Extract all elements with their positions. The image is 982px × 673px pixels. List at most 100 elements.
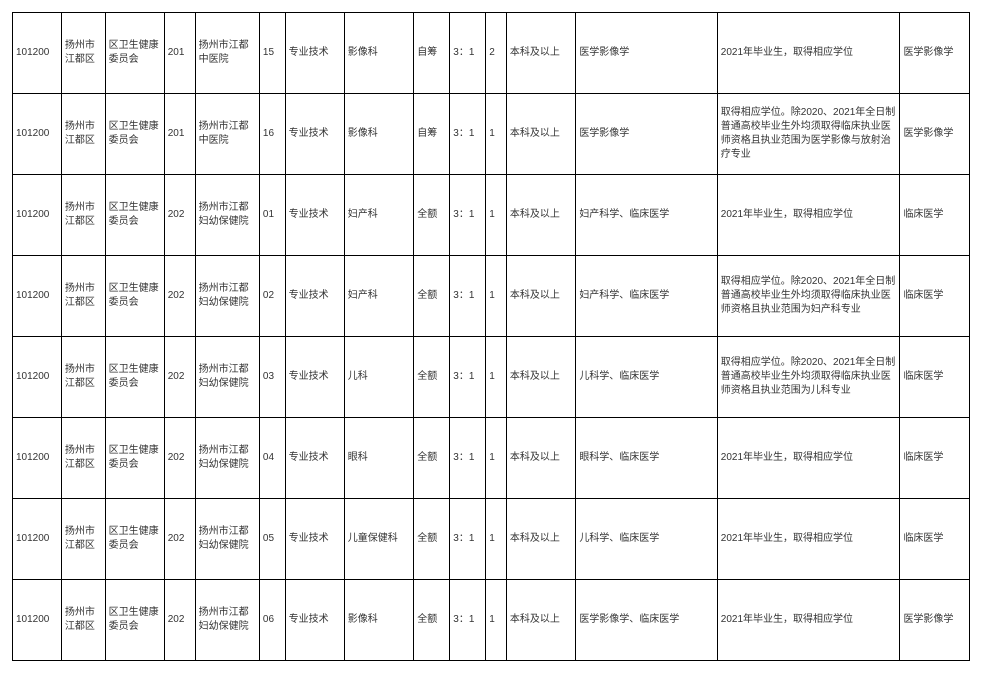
cell-dept: 区卫生健康委员会 — [105, 256, 164, 337]
cell-major: 医学影像学 — [576, 94, 717, 175]
cell-dept: 区卫生健康委员会 — [105, 94, 164, 175]
cell-unit_code: 202 — [164, 418, 195, 499]
cell-ratio: 3：1 — [450, 499, 486, 580]
cell-code: 101200 — [13, 175, 62, 256]
cell-edu: 本科及以上 — [506, 499, 575, 580]
table-row: 101200扬州市江都区区卫生健康委员会202扬州市江都妇幼保健院03专业技术儿… — [13, 337, 970, 418]
cell-cat: 医学影像学 — [900, 580, 970, 661]
cell-edu: 本科及以上 — [506, 256, 575, 337]
cell-major: 医学影像学、临床医学 — [576, 580, 717, 661]
recruitment-table: 101200扬州市江都区区卫生健康委员会201扬州市江都中医院15专业技术影像科… — [12, 12, 970, 661]
cell-code: 101200 — [13, 256, 62, 337]
cell-subject: 影像科 — [344, 13, 413, 94]
cell-code: 101200 — [13, 94, 62, 175]
cell-major: 眼科学、临床医学 — [576, 418, 717, 499]
cell-edu: 本科及以上 — [506, 94, 575, 175]
cell-dept: 区卫生健康委员会 — [105, 13, 164, 94]
cell-cat: 临床医学 — [900, 337, 970, 418]
cell-major: 儿科学、临床医学 — [576, 337, 717, 418]
cell-pos_code: 05 — [259, 499, 285, 580]
cell-pos_code: 02 — [259, 256, 285, 337]
cell-req: 2021年毕业生，取得相应学位 — [717, 499, 900, 580]
cell-pos_type: 专业技术 — [285, 256, 344, 337]
cell-count: 1 — [486, 418, 507, 499]
cell-unit_code: 202 — [164, 580, 195, 661]
cell-dept: 区卫生健康委员会 — [105, 580, 164, 661]
cell-ratio: 3：1 — [450, 337, 486, 418]
cell-dept: 区卫生健康委员会 — [105, 499, 164, 580]
cell-count: 1 — [486, 94, 507, 175]
cell-code: 101200 — [13, 13, 62, 94]
cell-major: 儿科学、临床医学 — [576, 499, 717, 580]
cell-city: 扬州市江都区 — [61, 256, 105, 337]
cell-subject: 儿童保健科 — [344, 499, 413, 580]
cell-code: 101200 — [13, 418, 62, 499]
cell-ratio: 3：1 — [450, 94, 486, 175]
cell-req: 2021年毕业生，取得相应学位 — [717, 13, 900, 94]
cell-unit: 扬州市江都妇幼保健院 — [195, 580, 259, 661]
cell-fund: 全额 — [414, 580, 450, 661]
cell-unit_code: 202 — [164, 337, 195, 418]
cell-cat: 临床医学 — [900, 499, 970, 580]
cell-edu: 本科及以上 — [506, 337, 575, 418]
cell-fund: 自筹 — [414, 13, 450, 94]
cell-city: 扬州市江都区 — [61, 580, 105, 661]
cell-unit_code: 201 — [164, 94, 195, 175]
cell-ratio: 3：1 — [450, 256, 486, 337]
cell-fund: 全额 — [414, 337, 450, 418]
cell-edu: 本科及以上 — [506, 13, 575, 94]
cell-unit: 扬州市江都妇幼保健院 — [195, 337, 259, 418]
cell-code: 101200 — [13, 337, 62, 418]
cell-edu: 本科及以上 — [506, 418, 575, 499]
cell-pos_type: 专业技术 — [285, 175, 344, 256]
cell-fund: 全额 — [414, 418, 450, 499]
cell-pos_code: 01 — [259, 175, 285, 256]
cell-fund: 自筹 — [414, 94, 450, 175]
table-body: 101200扬州市江都区区卫生健康委员会201扬州市江都中医院15专业技术影像科… — [13, 13, 970, 661]
table-row: 101200扬州市江都区区卫生健康委员会202扬州市江都妇幼保健院06专业技术影… — [13, 580, 970, 661]
cell-dept: 区卫生健康委员会 — [105, 175, 164, 256]
cell-city: 扬州市江都区 — [61, 175, 105, 256]
cell-count: 1 — [486, 499, 507, 580]
cell-major: 妇产科学、临床医学 — [576, 175, 717, 256]
cell-unit: 扬州市江都妇幼保健院 — [195, 256, 259, 337]
table-row: 101200扬州市江都区区卫生健康委员会202扬州市江都妇幼保健院05专业技术儿… — [13, 499, 970, 580]
cell-count: 1 — [486, 175, 507, 256]
cell-unit: 扬州市江都妇幼保健院 — [195, 499, 259, 580]
cell-count: 1 — [486, 580, 507, 661]
cell-fund: 全额 — [414, 499, 450, 580]
cell-subject: 眼科 — [344, 418, 413, 499]
cell-pos_type: 专业技术 — [285, 337, 344, 418]
cell-subject: 妇产科 — [344, 175, 413, 256]
cell-unit: 扬州市江都妇幼保健院 — [195, 175, 259, 256]
cell-dept: 区卫生健康委员会 — [105, 337, 164, 418]
cell-pos_code: 16 — [259, 94, 285, 175]
cell-city: 扬州市江都区 — [61, 418, 105, 499]
cell-unit: 扬州市江都中医院 — [195, 13, 259, 94]
cell-count: 1 — [486, 337, 507, 418]
cell-subject: 妇产科 — [344, 256, 413, 337]
cell-subject: 儿科 — [344, 337, 413, 418]
cell-dept: 区卫生健康委员会 — [105, 418, 164, 499]
cell-count: 1 — [486, 256, 507, 337]
cell-pos_code: 06 — [259, 580, 285, 661]
cell-edu: 本科及以上 — [506, 580, 575, 661]
table-row: 101200扬州市江都区区卫生健康委员会202扬州市江都妇幼保健院02专业技术妇… — [13, 256, 970, 337]
table-row: 101200扬州市江都区区卫生健康委员会202扬州市江都妇幼保健院01专业技术妇… — [13, 175, 970, 256]
cell-req: 2021年毕业生，取得相应学位 — [717, 175, 900, 256]
cell-req: 2021年毕业生，取得相应学位 — [717, 418, 900, 499]
cell-req: 取得相应学位。除2020、2021年全日制普通高校毕业生外均须取得临床执业医师资… — [717, 337, 900, 418]
cell-code: 101200 — [13, 499, 62, 580]
cell-cat: 临床医学 — [900, 418, 970, 499]
cell-ratio: 3：1 — [450, 13, 486, 94]
cell-req: 2021年毕业生，取得相应学位 — [717, 580, 900, 661]
cell-pos_type: 专业技术 — [285, 418, 344, 499]
cell-cat: 医学影像学 — [900, 13, 970, 94]
cell-count: 2 — [486, 13, 507, 94]
cell-edu: 本科及以上 — [506, 175, 575, 256]
cell-city: 扬州市江都区 — [61, 13, 105, 94]
cell-pos_type: 专业技术 — [285, 94, 344, 175]
cell-major: 妇产科学、临床医学 — [576, 256, 717, 337]
cell-unit_code: 202 — [164, 499, 195, 580]
cell-cat: 临床医学 — [900, 175, 970, 256]
